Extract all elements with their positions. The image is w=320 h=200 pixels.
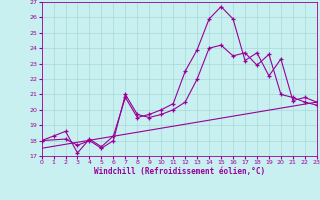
X-axis label: Windchill (Refroidissement éolien,°C): Windchill (Refroidissement éolien,°C) <box>94 167 265 176</box>
